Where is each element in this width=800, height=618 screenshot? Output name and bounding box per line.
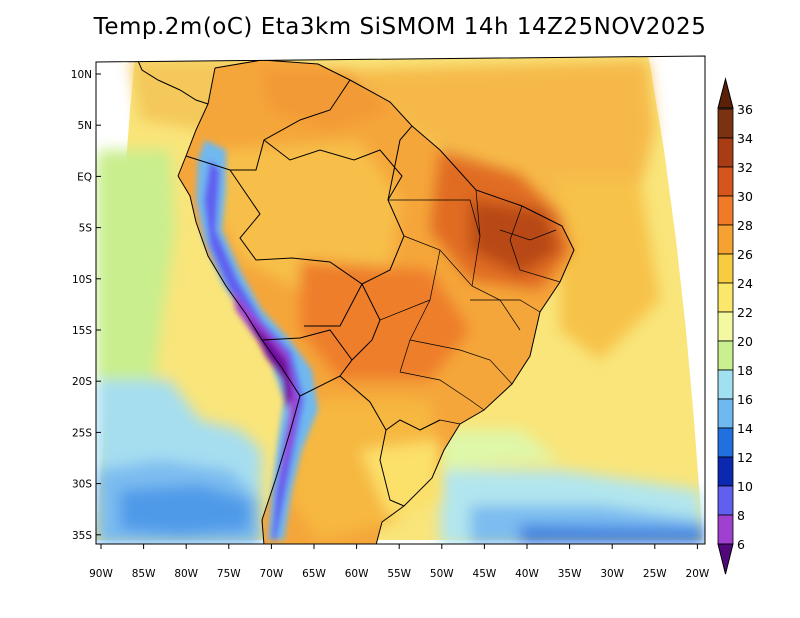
colorbar-swatch (717, 282, 734, 313)
lon-tick-label: 65W (302, 568, 326, 580)
colorbar-label: 30 (737, 189, 753, 204)
colorbar-swatch (717, 311, 734, 342)
latitude-axis: 10N 5N EQ 5S 10S 15S 20S 25S 30S 35S (71, 69, 101, 542)
colorbar-swatch (717, 253, 734, 284)
colorbar-swatch (717, 485, 734, 516)
lat-tick-label: 5N (77, 120, 92, 132)
state-borders (379, 189, 561, 431)
colorbar-swatch (717, 427, 734, 458)
colorbar-label: 6 (737, 537, 745, 552)
lat-tick-label: 30S (72, 479, 92, 491)
lon-tick-label: 60W (345, 568, 369, 580)
colorbar-label: 18 (737, 363, 753, 378)
colorbar-label: 26 (737, 247, 753, 262)
colorbar-label: 8 (737, 508, 745, 523)
colorbar-label: 36 (737, 102, 753, 117)
lon-tick-label: 55W (387, 568, 411, 580)
colorbar-label: 24 (737, 276, 753, 291)
colorbar-label: 14 (737, 421, 753, 436)
lon-tick-label: 70W (260, 568, 284, 580)
colorbar-top-cap (717, 77, 734, 109)
colorbar-label: 34 (737, 131, 753, 146)
lon-tick-label: 50W (430, 568, 454, 580)
lat-tick-label: EQ (77, 171, 92, 183)
lat-tick-label: 10S (72, 274, 92, 286)
lon-tick-label: 75W (217, 568, 241, 580)
colorbar-swatch (717, 137, 734, 168)
longitude-axis: 90W 85W 80W 75W 70W 65W 60W 55W 50W 45W 40W 35W 30W 2… (89, 544, 710, 580)
country-borders (177, 59, 575, 544)
lon-tick-label: 85W (132, 568, 156, 580)
colorbar-swatch (717, 224, 734, 255)
colorbar-label: 12 (737, 450, 753, 465)
lat-tick-label: 35S (72, 530, 92, 542)
colorbar-swatch (717, 456, 734, 487)
lat-tick-label: 10N (71, 69, 92, 81)
lon-tick-label: 80W (174, 568, 198, 580)
colorbar-label: 16 (737, 392, 753, 407)
colorbar-bottom-cap (717, 543, 734, 575)
lon-tick-label: 90W (89, 568, 113, 580)
central-america-coast (135, 56, 209, 105)
colorbar-label: 22 (737, 305, 753, 320)
lon-tick-label: 30W (600, 568, 624, 580)
colorbar-swatch (717, 166, 734, 197)
temperature-field (96, 56, 705, 544)
colorbar-swatch (717, 369, 734, 400)
lat-tick-label: 15S (72, 325, 92, 337)
lon-tick-label: 20W (686, 568, 710, 580)
lon-tick-label: 35W (558, 568, 582, 580)
lon-tick-label: 40W (515, 568, 539, 580)
lat-tick-label: 25S (72, 427, 92, 439)
colorbar: 36 34 32 30 28 26 24 22 20 18 16 14 12 10 8 6 (717, 77, 753, 575)
colorbar-label: 32 (737, 160, 753, 175)
map-frame (95, 55, 706, 545)
colorbar-label: 10 (737, 479, 753, 494)
colorbar-label: 28 (737, 218, 753, 233)
lat-tick-label: 5S (79, 223, 93, 235)
lon-tick-label: 45W (473, 568, 497, 580)
lon-tick-label: 25W (643, 568, 667, 580)
colorbar-swatch (717, 195, 734, 226)
colorbar-swatch (717, 514, 734, 545)
colorbar-swatch (717, 398, 734, 429)
map-title: Temp.2m(oC) Eta3km SiSMOM 14h 14Z25NOV20… (93, 14, 707, 40)
colorbar-label: 20 (737, 334, 753, 349)
colorbar-swatch (717, 108, 734, 139)
lat-tick-label: 20S (72, 376, 92, 388)
colorbar-swatch (717, 340, 734, 371)
